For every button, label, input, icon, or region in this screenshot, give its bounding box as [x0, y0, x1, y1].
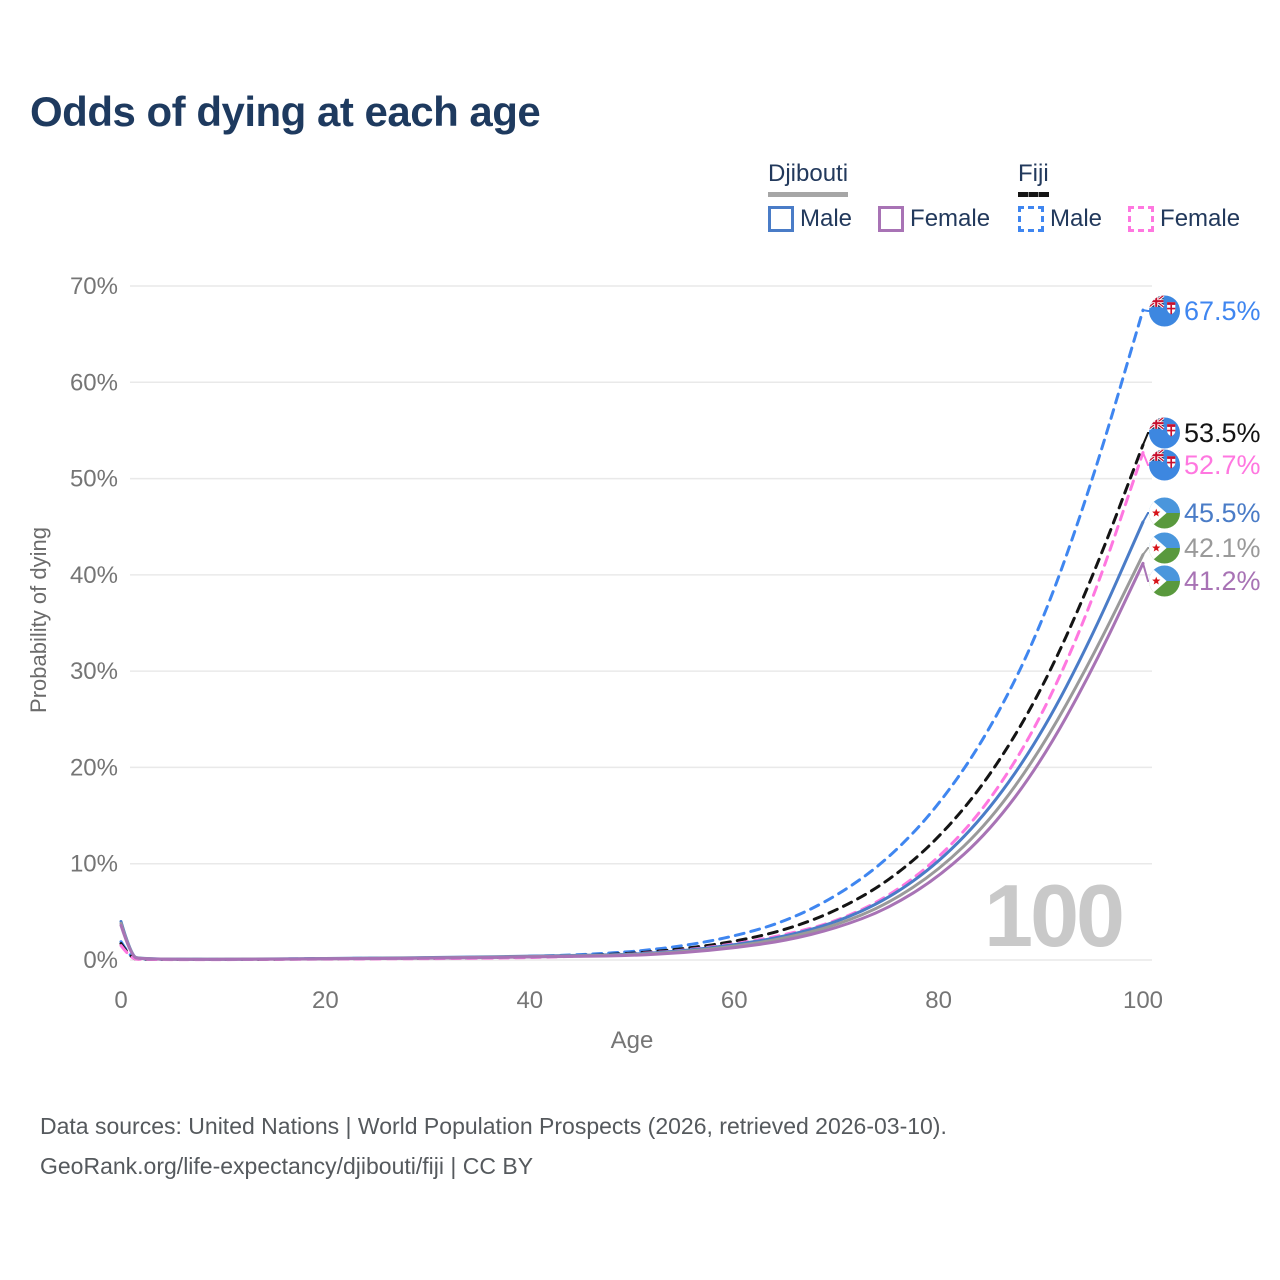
legend-item-djibouti-male[interactable]: Male: [768, 205, 852, 233]
legend-item-label: Male: [1050, 205, 1103, 232]
page-title: Odds of dying at each age: [30, 88, 541, 135]
end-value-label: 52.7%: [1184, 450, 1261, 480]
gridlines: 0% 10% 20% 30% 40% 50% 60% 70% 0 20 40 60 80 100: [70, 273, 1163, 1014]
data-sources-line: Data sources: United Nations | World Pop…: [40, 1113, 947, 1139]
djibouti-female-swatch-icon: [878, 206, 905, 232]
y-tick-label: 60%: [70, 369, 118, 396]
x-tick-label: 40: [516, 987, 543, 1014]
legend-item-djibouti-female[interactable]: Female: [878, 205, 990, 233]
source-url-line[interactable]: GeoRank.org/life-expectancy/djibouti/fij…: [40, 1153, 534, 1179]
legend-item-fiji-female[interactable]: Female: [1128, 205, 1240, 233]
y-tick-label: 50%: [70, 466, 118, 493]
series-line-fiji-male: [119, 308, 1145, 961]
end-value-label: 42.1%: [1184, 533, 1261, 563]
djibouti-male-swatch-icon: [768, 206, 794, 232]
fiji-flag-icon: [1149, 450, 1180, 481]
legend-item-label: Female: [910, 205, 991, 232]
footer-attribution: Data sources: United Nations | World Pop…: [40, 1106, 947, 1186]
legend-country-fiji[interactable]: Fiji: [1018, 160, 1049, 197]
fiji-female-swatch-icon: [1128, 206, 1155, 232]
legend-item-label: Male: [800, 205, 853, 232]
x-tick-label: 80: [925, 987, 952, 1014]
end-value-label: 41.2%: [1184, 566, 1261, 596]
legend-item-fiji-male[interactable]: Male: [1018, 205, 1102, 233]
fiji-male-swatch-icon: [1018, 206, 1044, 232]
x-tick-label: 0: [114, 987, 127, 1014]
x-axis-title: Age: [611, 1027, 654, 1054]
y-tick-label: 40%: [70, 562, 118, 589]
djibouti-flag-icon: [1149, 566, 1180, 597]
watermark-age-100: 100: [984, 866, 1122, 965]
x-tick-label: 20: [312, 987, 339, 1014]
legend-group-fiji: Fiji Male Female: [1018, 160, 1266, 233]
end-labels: 67.5% 53.5%52.7% 45.5% 42.1%41.2%: [1142, 296, 1261, 597]
end-value-label: 45.5%: [1184, 498, 1261, 528]
y-axis-title: Probability of dying: [26, 527, 51, 713]
djibouti-flag-icon: [1149, 498, 1180, 529]
y-tick-label: 20%: [70, 754, 118, 781]
legend-item-label: Female: [1160, 205, 1241, 232]
series-lines: [119, 308, 1145, 962]
end-value-label: 53.5%: [1184, 418, 1261, 448]
y-tick-label: 30%: [70, 658, 118, 685]
y-tick-label: 0%: [83, 947, 118, 974]
y-tick-label: 70%: [70, 273, 118, 300]
legend-group-djibouti: Djibouti Male Female: [768, 160, 1016, 233]
djibouti-flag-icon: [1149, 533, 1180, 564]
fiji-flag-icon: [1149, 418, 1180, 449]
fiji-flag-icon: [1149, 296, 1180, 327]
series-line-djibouti-female: [119, 561, 1145, 961]
legend-country-djibouti[interactable]: Djibouti: [768, 160, 849, 197]
x-tick-label: 100: [1123, 987, 1163, 1014]
x-tick-label: 60: [721, 987, 748, 1014]
y-tick-label: 10%: [70, 851, 118, 878]
end-value-label: 67.5%: [1184, 296, 1261, 326]
